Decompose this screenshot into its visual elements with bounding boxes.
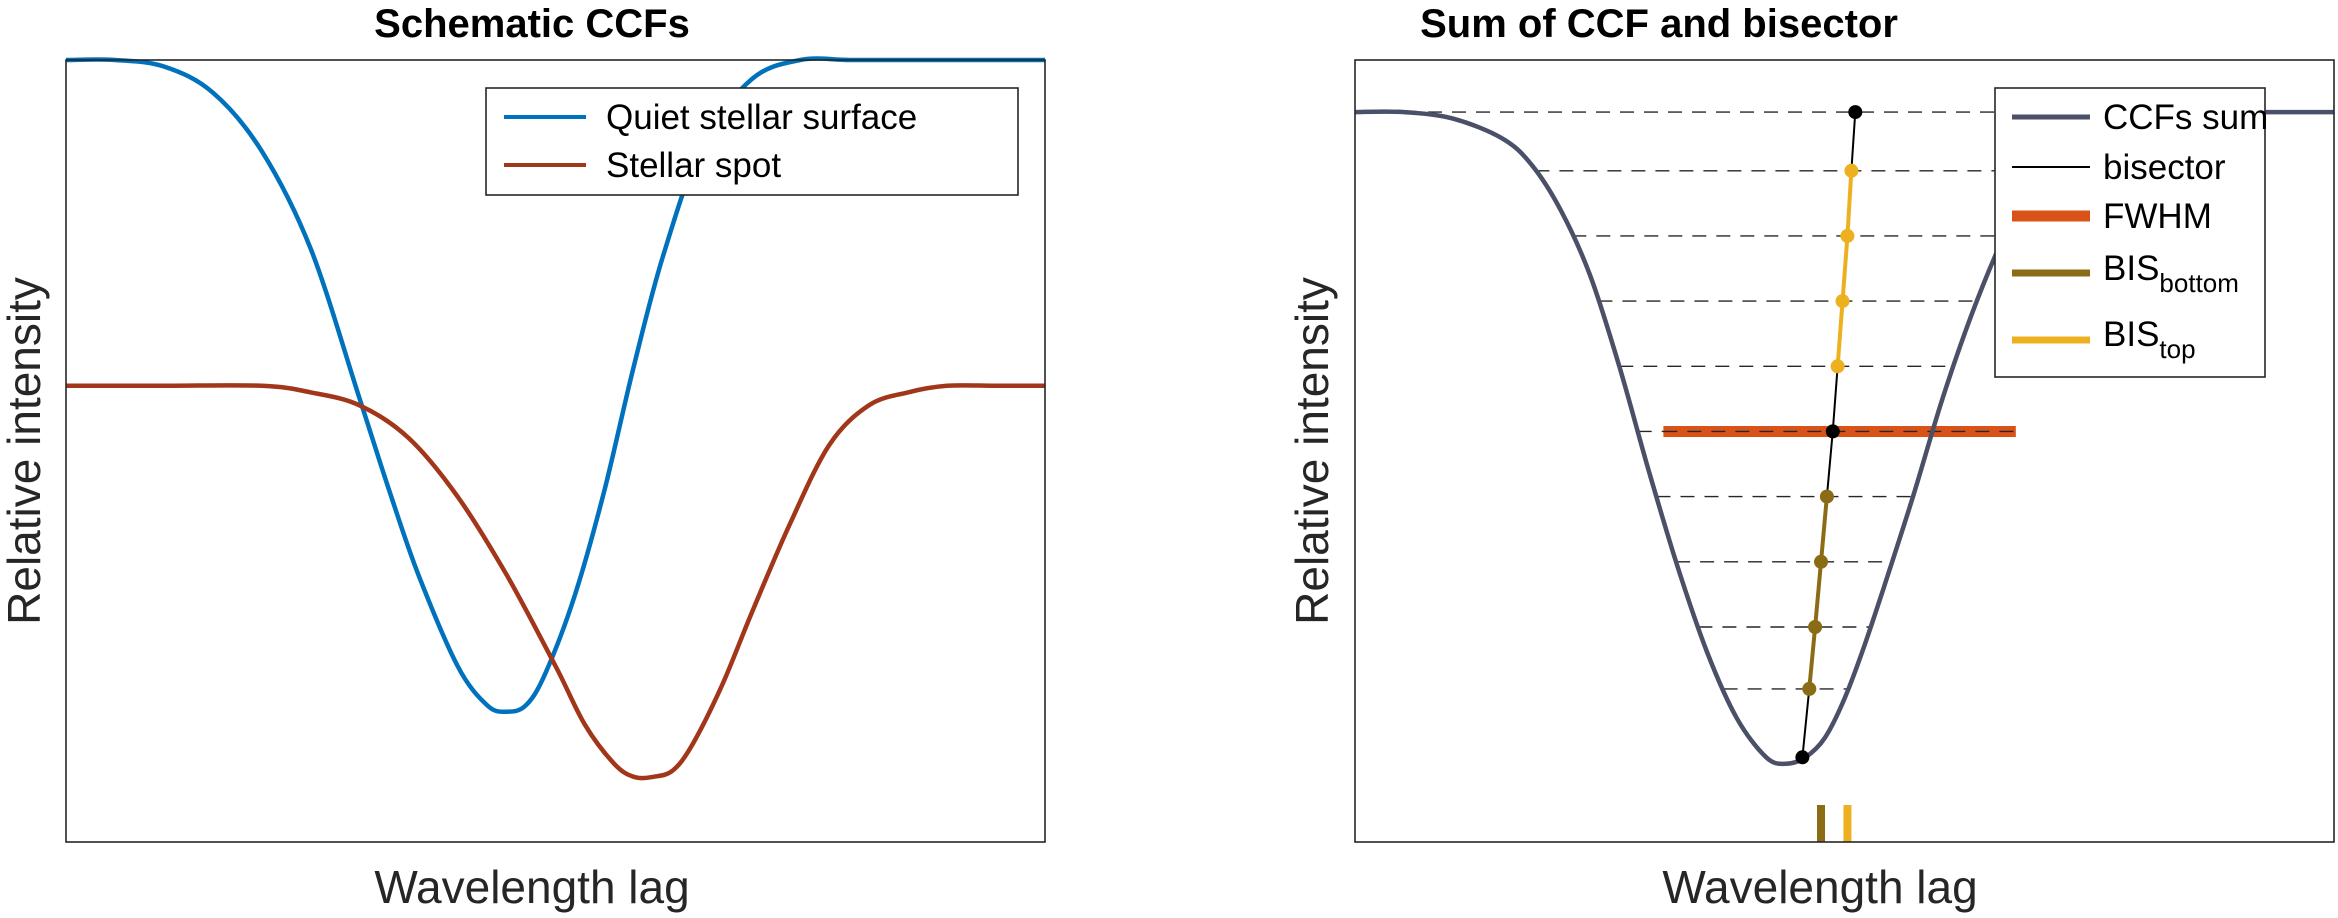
right-chart-title: Sum of CCF and bisector bbox=[1420, 2, 1898, 46]
right-plot-area bbox=[1354, 105, 2334, 842]
legend-label-bis-top-main: BIS bbox=[2103, 315, 2159, 354]
left-legend: Quiet stellar surface Stellar spot bbox=[485, 87, 1019, 196]
series-line-quiet-stellar-surface bbox=[65, 56, 1045, 715]
legend-label-quiet: Quiet stellar surface bbox=[606, 98, 917, 137]
legend-label-bis-bottom-main: BIS bbox=[2103, 249, 2159, 288]
legend-label-bis-top: BIStop bbox=[2103, 315, 2196, 364]
bis-top-segment bbox=[1835, 170, 1854, 367]
right-legend-box bbox=[1994, 87, 2266, 378]
right-legend: CCFs sum bisector FWHM BISbottom BIStop bbox=[1994, 87, 2268, 378]
left-panel: Schematic CCFs Wavelength lag Relative i… bbox=[0, 2, 1046, 913]
legend-label-bis-bottom-sub: bottom bbox=[2159, 268, 2239, 298]
legend-label-fwhm: FWHM bbox=[2103, 197, 2212, 236]
bis-top-point bbox=[1844, 163, 1859, 178]
bis-top-point bbox=[1835, 294, 1850, 309]
bisector-point bbox=[1795, 750, 1810, 765]
left-y-axis-label: Relative intensity bbox=[0, 277, 50, 625]
bisector-point bbox=[1825, 424, 1840, 439]
left-x-axis-label: Wavelength lag bbox=[374, 861, 689, 913]
legend-label-spot: Stellar spot bbox=[606, 146, 781, 185]
right-x-axis-label: Wavelength lag bbox=[1662, 861, 1977, 913]
right-axes-box bbox=[1354, 59, 2335, 843]
left-plot-area bbox=[65, 56, 1045, 781]
bis-bottom-point bbox=[1808, 620, 1823, 634]
bis-bottom-point bbox=[1814, 554, 1828, 569]
legend-label-bis-top-sub: top bbox=[2159, 334, 2195, 364]
legend-label-ccfs-sum: CCFs sum bbox=[2103, 98, 2268, 137]
bis-bottom-segment bbox=[1807, 496, 1829, 690]
right-y-axis-label: Relative intensity bbox=[1286, 277, 1338, 625]
bis-top-point bbox=[1840, 228, 1855, 243]
bisector-point bbox=[1848, 105, 1863, 120]
legend-label-bisector: bisector bbox=[2103, 148, 2226, 187]
left-axes-box bbox=[65, 59, 1046, 843]
right-panel: Sum of CCF and bisector Wavelength lag R… bbox=[1286, 2, 2335, 913]
bis-top-point bbox=[1830, 359, 1845, 374]
bis-bottom-point bbox=[1802, 681, 1817, 696]
left-legend-box bbox=[485, 87, 1019, 196]
bis-bottom-point bbox=[1819, 489, 1834, 504]
series-line-stellar-spot bbox=[66, 383, 1045, 781]
legend-label-bis-bottom: BISbottom bbox=[2103, 249, 2239, 298]
left-chart-title: Schematic CCFs bbox=[374, 2, 690, 46]
